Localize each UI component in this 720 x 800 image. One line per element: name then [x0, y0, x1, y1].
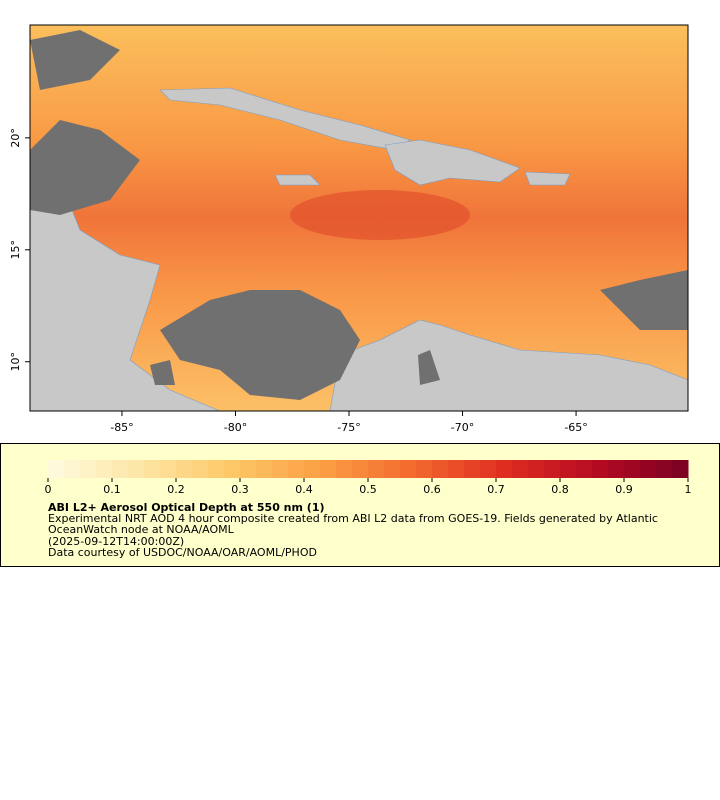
colorbar-swatch	[416, 460, 433, 478]
land	[30, 87, 688, 411]
colorbar-swatch	[608, 460, 625, 478]
colorbar-swatch	[672, 460, 689, 478]
legend-line: Experimental NRT AOD 4 hour composite cr…	[48, 512, 658, 525]
colorbar-swatch	[160, 460, 177, 478]
colorbar-swatch	[624, 460, 641, 478]
colorbar-swatch	[560, 460, 577, 478]
colorbar-swatch	[368, 460, 385, 478]
colorbar-swatch	[448, 460, 465, 478]
no-data	[30, 30, 688, 400]
colorbar-swatch	[480, 460, 497, 478]
colorbar-swatch	[240, 460, 257, 478]
legend-line: (2025-09-12T14:00:00Z)	[48, 535, 184, 548]
colorbar-tick-label: 0	[45, 483, 52, 496]
colorbar-tick-label: 0.5	[359, 483, 377, 496]
colorbar-swatch	[592, 460, 609, 478]
colorbar-swatch	[512, 460, 529, 478]
legend-line: OceanWatch node at NOAA/AOML	[48, 523, 235, 536]
colorbar-tick-label: 0.3	[231, 483, 249, 496]
colorbar-swatch	[48, 460, 65, 478]
lat-tick-label: 10°	[9, 352, 22, 372]
colorbar-swatch	[272, 460, 289, 478]
colorbar-swatch	[432, 460, 449, 478]
lat-tick-label: 20°	[9, 128, 22, 148]
colorbar-tick-label: 0.7	[487, 483, 505, 496]
colorbar-swatch	[112, 460, 129, 478]
colorbar-tick-label: 0.9	[615, 483, 633, 496]
colorbar-swatch	[496, 460, 513, 478]
lon-tick-label: -70°	[451, 421, 474, 434]
map-frame	[29, 24, 689, 412]
colorbar-tick-label: 1	[685, 483, 692, 496]
colorbar-swatch	[544, 460, 561, 478]
colorbar-swatch	[64, 460, 81, 478]
colorbar-swatch	[320, 460, 337, 478]
lon-tick-label: -65°	[564, 421, 587, 434]
colorbar-swatch	[208, 460, 225, 478]
map-area	[30, 25, 688, 411]
lon-tick-label: -80°	[224, 421, 247, 434]
colorbar-tick-label: 0.1	[103, 483, 121, 496]
legend-line: Data courtesy of USDOC/NOAA/OAR/AOML/PHO…	[48, 546, 317, 559]
colorbar-swatch	[128, 460, 145, 478]
aod-high	[290, 190, 470, 240]
colorbar-swatch	[384, 460, 401, 478]
colorbar-swatch	[144, 460, 161, 478]
colorbar-swatch	[576, 460, 593, 478]
colorbar-swatch	[176, 460, 193, 478]
colorbar-swatch	[96, 460, 113, 478]
colorbar-tick-label: 0.2	[167, 483, 185, 496]
colorbar-swatch	[256, 460, 273, 478]
colorbar-swatch	[336, 460, 353, 478]
colorbar-swatch	[640, 460, 657, 478]
colorbar-swatch	[528, 460, 545, 478]
colorbar-swatch	[464, 460, 481, 478]
colorbar-tick-label: 0.8	[551, 483, 569, 496]
colorbar-swatch	[192, 460, 209, 478]
colorbar-swatch	[656, 460, 673, 478]
colorbar-tick-label: 0.4	[295, 483, 313, 496]
lat-tick-label: 15°	[9, 240, 22, 260]
colorbar-swatch	[224, 460, 241, 478]
lon-tick-label: -75°	[337, 421, 360, 434]
legend-title: ABI L2+ Aerosol Optical Depth at 550 nm …	[48, 501, 325, 514]
colorbar-swatch	[288, 460, 305, 478]
colorbar-swatch	[400, 460, 417, 478]
colorbar-swatch	[304, 460, 321, 478]
colorbar-swatch	[80, 460, 97, 478]
colorbar-swatch	[352, 460, 369, 478]
colorbar-tick-label: 0.6	[423, 483, 441, 496]
lon-tick-label: -85°	[110, 421, 133, 434]
